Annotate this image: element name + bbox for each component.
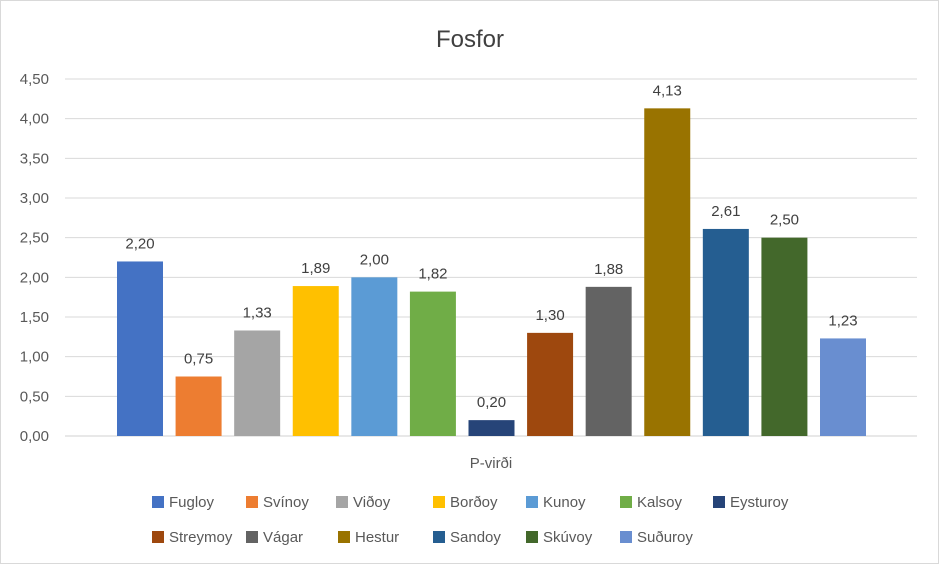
legend-swatch (526, 496, 538, 508)
legend-item: Eysturoy (713, 494, 789, 511)
legend-swatch (246, 496, 258, 508)
legend-swatch (433, 531, 445, 543)
data-label: 2,00 (360, 251, 389, 268)
chart-title: Fosfor (436, 26, 504, 53)
y-axis-ticks: 0,00 0,50 1,00 1,50 2,00 2,50 3,00 3,50 4,00 4,50 (20, 71, 49, 445)
legend-item: Svínoy (246, 494, 309, 511)
data-label: 1,89 (301, 260, 330, 277)
data-label: 1,23 (828, 312, 857, 329)
data-label: 0,75 (184, 351, 213, 368)
legend-swatch (526, 531, 538, 543)
legend-label: Kunoy (543, 494, 586, 511)
legend-swatch (336, 496, 348, 508)
bar-svínoy (175, 376, 222, 436)
legend-label: Hestur (355, 529, 399, 546)
y-tick-label: 1,00 (20, 349, 49, 366)
legend-item: Streymoy (152, 529, 233, 546)
legend-swatch (152, 496, 164, 508)
bar-viðoy (234, 330, 281, 436)
y-tick-label: 1,50 (20, 309, 49, 326)
legend-label: Kalsoy (637, 494, 683, 511)
legend-swatch (620, 531, 632, 543)
y-tick-label: 3,00 (20, 190, 49, 207)
bar-hestur (644, 108, 691, 436)
bar-skúvoy (761, 237, 808, 436)
bar-suðuroy (820, 338, 866, 436)
data-label: 1,88 (594, 261, 623, 278)
legend-label: Streymoy (169, 529, 233, 546)
data-label: 4,13 (653, 82, 682, 99)
legend-item: Fugloy (152, 494, 215, 511)
category-label: P-virði (470, 455, 513, 472)
bar-fugloy (117, 261, 163, 436)
legend-item: Hestur (338, 529, 399, 546)
data-label: 2,61 (711, 203, 740, 220)
legend-swatch (620, 496, 632, 508)
y-tick-label: 3,50 (20, 150, 49, 167)
bar-vágar (585, 286, 632, 436)
data-label: 1,33 (243, 304, 272, 321)
y-tick-label: 4,00 (20, 111, 49, 128)
y-tick-label: 0,50 (20, 388, 49, 405)
data-label: 2,50 (770, 212, 799, 229)
legend-item: Sandoy (433, 529, 501, 546)
legend-swatch (433, 496, 445, 508)
legend-swatch (152, 531, 164, 543)
data-labels: 2,20 0,75 1,33 1,89 2,00 1,82 0,20 1,30 1,88 4,13… (125, 82, 857, 411)
legend-label: Vágar (263, 529, 303, 546)
bar-sandoy (702, 228, 749, 436)
legend-item: Kunoy (526, 494, 586, 511)
y-tick-label: 4,50 (20, 71, 49, 88)
data-label: 0,20 (477, 394, 506, 411)
legend-swatch (713, 496, 725, 508)
legend-label: Borðoy (450, 494, 498, 511)
legend-label: Svínoy (263, 494, 309, 511)
legend: Fugloy Svínoy Viðoy Borðoy Kunoy Kalsoy Eystur… (152, 494, 789, 546)
bar-streymoy (527, 332, 574, 436)
y-tick-label: 2,00 (20, 269, 49, 286)
data-label: 2,20 (125, 235, 154, 252)
legend-item: Viðoy (336, 494, 391, 511)
bar-eysturoy (468, 420, 515, 436)
legend-item: Skúvoy (526, 529, 593, 546)
legend-label: Skúvoy (543, 529, 593, 546)
legend-swatch (338, 531, 350, 543)
legend-label: Fugloy (169, 494, 215, 511)
bar-borðoy (292, 286, 339, 436)
bars (117, 108, 866, 436)
legend-item: Borðoy (433, 494, 498, 511)
legend-label: Suðuroy (637, 529, 693, 546)
y-tick-label: 2,50 (20, 230, 49, 247)
legend-item: Kalsoy (620, 494, 683, 511)
legend-item: Vágar (246, 529, 303, 546)
y-tick-label: 0,00 (20, 428, 49, 445)
bar-kunoy (351, 277, 398, 436)
legend-label: Eysturoy (730, 494, 789, 511)
data-label: 1,30 (535, 307, 564, 324)
bar-kalsoy (409, 291, 456, 436)
legend-label: Sandoy (450, 529, 501, 546)
legend-label: Viðoy (353, 494, 391, 511)
data-label: 1,82 (418, 266, 447, 283)
legend-swatch (246, 531, 258, 543)
legend-item: Suðuroy (620, 529, 693, 546)
